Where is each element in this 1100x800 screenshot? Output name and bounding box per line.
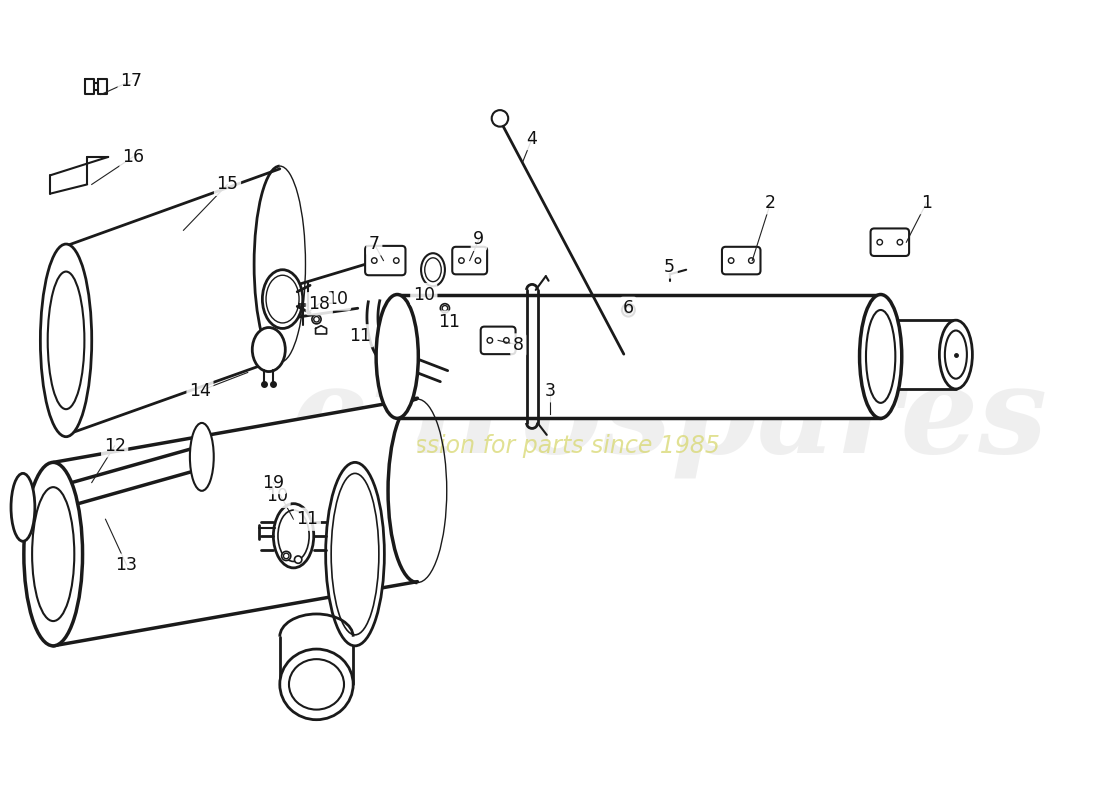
Text: 11: 11 bbox=[296, 510, 318, 528]
Ellipse shape bbox=[866, 310, 895, 403]
Ellipse shape bbox=[877, 239, 882, 245]
Text: 3: 3 bbox=[544, 382, 556, 400]
Ellipse shape bbox=[859, 294, 902, 418]
Ellipse shape bbox=[314, 317, 319, 322]
Text: 13: 13 bbox=[116, 556, 138, 574]
Ellipse shape bbox=[32, 487, 75, 621]
Text: 10: 10 bbox=[266, 487, 288, 506]
Ellipse shape bbox=[625, 306, 632, 314]
Text: 1: 1 bbox=[921, 194, 932, 212]
Text: 10: 10 bbox=[412, 286, 434, 303]
Ellipse shape bbox=[475, 258, 481, 263]
FancyBboxPatch shape bbox=[481, 326, 516, 354]
Ellipse shape bbox=[394, 258, 399, 263]
Text: 7: 7 bbox=[368, 235, 379, 253]
Ellipse shape bbox=[282, 551, 290, 561]
Ellipse shape bbox=[487, 338, 493, 343]
Ellipse shape bbox=[11, 474, 35, 542]
Ellipse shape bbox=[945, 330, 967, 378]
Text: 17: 17 bbox=[120, 72, 142, 90]
Polygon shape bbox=[397, 294, 881, 418]
Ellipse shape bbox=[279, 649, 353, 720]
Ellipse shape bbox=[372, 258, 377, 263]
Text: 19: 19 bbox=[262, 474, 285, 491]
Ellipse shape bbox=[504, 338, 509, 343]
Text: 2: 2 bbox=[766, 194, 777, 212]
Ellipse shape bbox=[284, 553, 289, 558]
Text: 18: 18 bbox=[308, 294, 330, 313]
Text: 9: 9 bbox=[473, 230, 484, 249]
Ellipse shape bbox=[312, 314, 321, 324]
Ellipse shape bbox=[728, 258, 734, 263]
Ellipse shape bbox=[263, 270, 302, 329]
Ellipse shape bbox=[376, 294, 418, 418]
Ellipse shape bbox=[190, 423, 213, 491]
Ellipse shape bbox=[24, 462, 82, 646]
Text: a passion for parts since 1985: a passion for parts since 1985 bbox=[363, 434, 719, 458]
FancyBboxPatch shape bbox=[722, 247, 760, 274]
Ellipse shape bbox=[421, 254, 444, 286]
Ellipse shape bbox=[898, 239, 903, 245]
Text: 4: 4 bbox=[527, 130, 538, 147]
Ellipse shape bbox=[289, 659, 344, 710]
Text: 16: 16 bbox=[122, 148, 144, 166]
Ellipse shape bbox=[326, 462, 384, 646]
Text: 14: 14 bbox=[189, 382, 211, 400]
Ellipse shape bbox=[939, 320, 972, 389]
Text: 10: 10 bbox=[327, 290, 349, 308]
Ellipse shape bbox=[440, 304, 450, 313]
Ellipse shape bbox=[492, 110, 508, 126]
Text: 11: 11 bbox=[350, 326, 372, 345]
Ellipse shape bbox=[749, 258, 755, 263]
Ellipse shape bbox=[442, 306, 448, 311]
Ellipse shape bbox=[331, 474, 378, 635]
Polygon shape bbox=[53, 398, 417, 646]
Text: 6: 6 bbox=[623, 299, 634, 318]
Text: 8: 8 bbox=[513, 336, 524, 354]
FancyBboxPatch shape bbox=[365, 246, 406, 275]
FancyBboxPatch shape bbox=[452, 247, 487, 274]
Ellipse shape bbox=[274, 504, 313, 568]
Ellipse shape bbox=[425, 258, 441, 282]
Ellipse shape bbox=[278, 510, 309, 562]
Ellipse shape bbox=[266, 275, 299, 323]
Text: 5: 5 bbox=[664, 258, 675, 276]
Text: 12: 12 bbox=[103, 437, 125, 455]
Text: 15: 15 bbox=[217, 175, 239, 194]
Ellipse shape bbox=[459, 258, 464, 263]
Ellipse shape bbox=[295, 556, 301, 563]
Text: 11: 11 bbox=[439, 313, 461, 331]
Polygon shape bbox=[279, 634, 353, 684]
Ellipse shape bbox=[252, 327, 285, 371]
Text: eurospares: eurospares bbox=[292, 359, 1048, 478]
Ellipse shape bbox=[41, 244, 91, 437]
Ellipse shape bbox=[621, 304, 635, 317]
Ellipse shape bbox=[47, 271, 85, 409]
FancyBboxPatch shape bbox=[870, 229, 909, 256]
